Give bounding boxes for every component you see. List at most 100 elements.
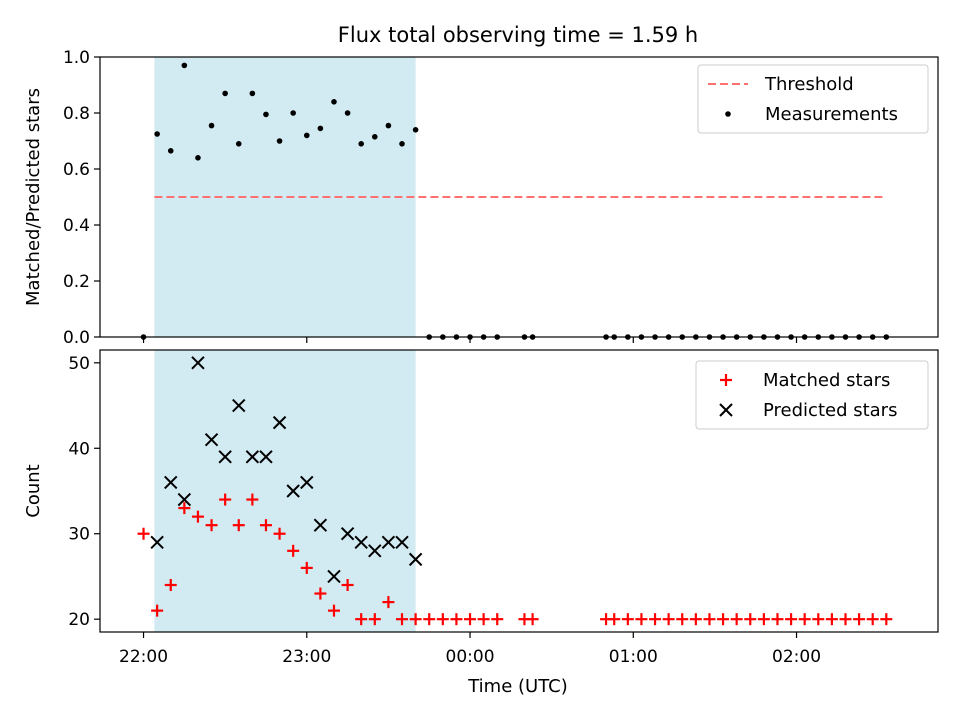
bottom-shaded-span [154, 350, 416, 632]
measurement-point [331, 99, 337, 105]
y-tick-label: 30 [68, 525, 90, 545]
matched-point [327, 604, 340, 617]
matched-point [703, 613, 716, 626]
top-legend-box [697, 64, 929, 134]
predicted-points [150, 356, 423, 584]
top-axes-frame [99, 56, 939, 338]
x-tick-label: 01:00 [609, 647, 658, 667]
y-tick-label: 0.6 [63, 160, 90, 180]
predicted-point [272, 415, 287, 430]
measurement-point [385, 122, 392, 129]
measurement-point [167, 148, 174, 154]
y-tick-label: 1.0 [63, 48, 90, 68]
matched-point [151, 604, 164, 617]
matched-point [355, 613, 368, 626]
measurement-point [290, 110, 296, 116]
predicted-point [164, 475, 178, 490]
matched-point [757, 613, 770, 626]
matched-point [621, 613, 634, 626]
matched-point [717, 613, 730, 626]
predicted-point [191, 356, 205, 370]
matched-point [866, 613, 879, 626]
matched-point [812, 613, 825, 626]
legend-matched-swatch [720, 374, 732, 386]
matched-point [880, 613, 893, 626]
matched-point [635, 613, 648, 626]
measurement-point [235, 141, 242, 147]
predicted-point [381, 535, 396, 549]
legend-measurements-swatch [725, 111, 731, 117]
matched-point [368, 613, 381, 626]
matched-point [689, 613, 702, 626]
matched-point [526, 613, 539, 626]
x-tick-label: 23:00 [282, 647, 331, 667]
matched-points [137, 493, 893, 626]
matched-point [273, 527, 286, 540]
y-tick-label: 0.4 [63, 216, 90, 236]
matched-point [785, 613, 798, 626]
y-tick-label: 20 [68, 610, 90, 630]
legend-predicted-swatch [719, 403, 733, 417]
predicted-point [177, 492, 192, 507]
measurement-point [412, 127, 419, 133]
matched-point [450, 613, 463, 626]
predicted-point [232, 398, 246, 413]
measurement-point [249, 90, 256, 97]
measurement-point [263, 111, 269, 118]
predicted-point [300, 475, 314, 490]
predicted-point [286, 484, 300, 498]
x-tick-label: 22:00 [119, 647, 168, 667]
matched-point [649, 613, 662, 626]
matched-point [341, 579, 354, 591]
predicted-point [395, 535, 409, 549]
matched-point [608, 613, 621, 626]
measurement-point [344, 110, 351, 116]
matched-point [436, 613, 449, 626]
top-y-axis-label: Matched/Predicted stars [23, 88, 44, 306]
matched-point [423, 613, 436, 626]
matched-point [178, 502, 191, 515]
bottom-x-ticks: 22:00 23:00 00:00 01:00 02:00 [119, 632, 821, 667]
measurement-point [399, 141, 405, 147]
matched-point [232, 519, 245, 532]
matched-point [744, 613, 757, 626]
matched-point [259, 519, 272, 532]
bottom-panel: 20 30 40 50 22:00 23:00 00:00 01:00 02:00 Count… [23, 349, 939, 697]
predicted-point [313, 518, 328, 532]
top-legend: Threshold Measurements [697, 64, 929, 134]
matched-point [205, 519, 218, 532]
matched-point [164, 579, 177, 591]
predicted-point [150, 535, 164, 549]
predicted-point [245, 450, 260, 464]
chart-title: Flux total observing time = 1.59 h [338, 23, 698, 47]
matched-point [396, 613, 409, 626]
predicted-point [408, 552, 423, 567]
measurement-point [195, 155, 201, 161]
x-axis-label: Time (UTC) [467, 676, 568, 697]
predicted-point [368, 544, 382, 558]
matched-point [676, 613, 689, 626]
matched-point [853, 613, 866, 626]
matched-point [382, 596, 395, 609]
measurement-point [222, 90, 228, 97]
predicted-point [354, 535, 368, 549]
legend-predicted-label: Predicted stars [763, 400, 897, 421]
matched-point [839, 613, 852, 626]
measurement-point [317, 125, 324, 132]
predicted-point [340, 527, 355, 541]
measurement-point [276, 138, 283, 144]
y-tick-label: 0.0 [63, 328, 90, 348]
bottom-legend: Matched stars Predicted stars [695, 360, 929, 430]
y-tick-label: 0.2 [63, 272, 90, 292]
x-tick-label: 02:00 [772, 647, 821, 667]
legend-matched-label: Matched stars [763, 370, 890, 391]
matched-point [825, 613, 838, 626]
measurement-point [371, 134, 378, 140]
matched-point [409, 613, 422, 626]
y-tick-label: 40 [68, 439, 90, 459]
top-panel: 0.0 0.2 0.4 0.6 0.8 1.0 Matched/Predicted sta… [23, 48, 939, 348]
measurement-point [181, 62, 188, 69]
y-tick-label: 0.8 [63, 104, 90, 124]
matched-point [287, 544, 300, 557]
matched-point [798, 613, 811, 626]
